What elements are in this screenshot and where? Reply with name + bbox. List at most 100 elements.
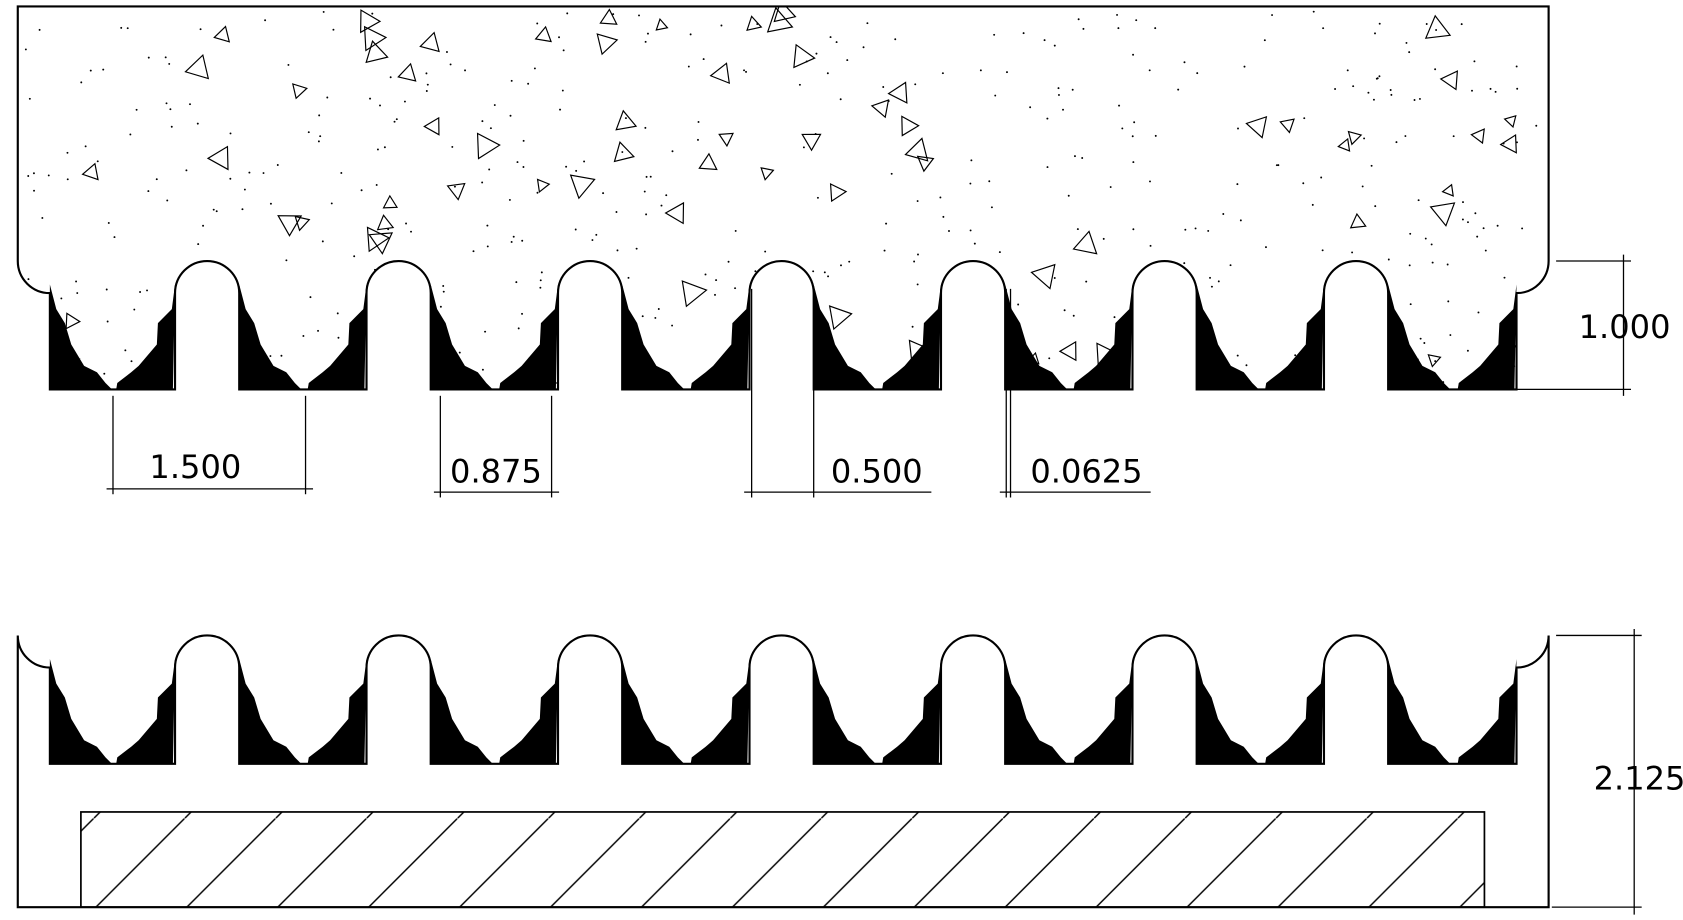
aggregate-dot — [105, 288, 108, 291]
aggregate-dot — [481, 368, 484, 371]
aggregate-dot — [1210, 285, 1213, 288]
aggregate-dot — [1431, 261, 1434, 264]
aggregate-stone — [870, 99, 890, 119]
aggregate-dot — [439, 305, 442, 308]
aggregate-dot — [1452, 135, 1455, 138]
dim-label: 0.500 — [831, 452, 923, 490]
aggregate-dot — [1029, 106, 1032, 109]
aggregate-dot — [60, 297, 63, 300]
sealant — [882, 658, 941, 764]
aggregate-dot — [458, 351, 461, 354]
aggregate-dot — [591, 239, 594, 242]
aggregate-dot — [1148, 69, 1151, 72]
aggregate-dot — [1409, 232, 1412, 235]
aggregate-dot — [812, 270, 815, 273]
aggregate-dot — [248, 171, 251, 174]
aggregate-dot — [823, 271, 826, 274]
aggregate-dot — [1460, 23, 1463, 26]
aggregate-dot — [911, 325, 914, 328]
aggregate-stone — [292, 83, 308, 100]
aggregate-dot — [1535, 124, 1538, 127]
sealant — [239, 284, 302, 390]
aggregate-dot — [182, 276, 185, 279]
aggregate-dot — [317, 329, 320, 332]
aggregate-dot — [745, 70, 748, 73]
aggregate-dot — [135, 108, 138, 111]
aggregate-dot — [1449, 334, 1452, 337]
aggregate-dot — [1067, 194, 1070, 197]
aggregate-dot — [559, 352, 562, 355]
aggregate-dot — [322, 10, 325, 13]
aggregate-dot — [527, 82, 530, 85]
sealant — [1265, 284, 1324, 390]
aggregate-stone — [1439, 70, 1459, 91]
aggregate-dot — [522, 166, 525, 168]
aggregate-dot — [1154, 27, 1157, 30]
aggregate-dot — [1275, 164, 1278, 167]
aggregate-stone — [766, 6, 794, 33]
aggregate-dot — [1057, 94, 1060, 96]
aggregate-dot — [1376, 77, 1379, 80]
aggregate-dot — [638, 14, 640, 17]
aggregate-dot — [319, 135, 322, 138]
aggregate-dot — [41, 216, 44, 219]
aggregate-stone — [1499, 133, 1517, 154]
aggregate-dot — [641, 315, 644, 318]
aggregate-dot — [146, 289, 148, 292]
dim-label: 2.125 — [1594, 759, 1683, 797]
aggregate-dot — [1378, 22, 1381, 25]
aggregate-dot — [332, 28, 335, 31]
aggregate-dot — [1363, 137, 1366, 140]
aggregate-dot — [66, 178, 69, 181]
aggregate-dot — [113, 236, 116, 239]
aggregate-dot — [1389, 89, 1392, 91]
aggregate-stone — [182, 321, 207, 346]
aggregate-dot — [1334, 88, 1337, 90]
aggregate-dot — [276, 164, 279, 166]
aggregate-dot — [516, 161, 519, 164]
aggregate-dot — [777, 345, 780, 348]
aggregate-dot — [196, 122, 199, 125]
aggregate-dot — [493, 104, 496, 107]
sealant — [1265, 658, 1324, 764]
aggregate-dot — [616, 249, 619, 252]
aggregate-dot — [647, 32, 649, 35]
aggregate-dot — [1387, 258, 1390, 261]
aggregate-dot — [517, 327, 520, 330]
sealant — [813, 284, 876, 390]
aggregate-stone — [1347, 130, 1363, 146]
aggregate-dot — [47, 174, 50, 177]
aggregate-dot — [697, 120, 700, 123]
aggregate-dot — [1404, 135, 1407, 138]
aggregate-dot — [1328, 307, 1331, 310]
aggregate-dot — [1434, 360, 1437, 363]
aggregate-dot — [1237, 127, 1239, 130]
aggregate-stone — [397, 62, 417, 82]
aggregate-dot — [671, 150, 674, 153]
aggregate-dot — [1135, 19, 1138, 22]
aggregate-dot — [410, 230, 412, 233]
aggregate-stone — [360, 9, 382, 34]
aggregate-dot — [512, 235, 515, 238]
aggregate-dot — [574, 228, 577, 231]
aggregate-stone — [698, 152, 718, 171]
aggregate-dot — [1053, 44, 1056, 47]
aggregate-dot — [978, 331, 981, 334]
aggregate-dot — [1236, 354, 1239, 357]
aggregate-dot — [1302, 182, 1305, 185]
aggregate-dot — [102, 68, 105, 71]
aggregate-dot — [649, 175, 652, 178]
aggregate-stone — [1503, 115, 1517, 129]
aggregate-dot — [1177, 88, 1180, 91]
aggregate-dot — [189, 103, 191, 106]
aggregate-dot — [890, 172, 893, 175]
aggregate-dot — [944, 368, 947, 371]
aggregate-stone — [615, 109, 638, 131]
aggregate-dot — [107, 221, 110, 224]
dim-label: 1.500 — [149, 448, 241, 486]
aggregate-dot — [998, 251, 1001, 254]
aggregate-dot — [147, 56, 150, 59]
sealant — [1005, 284, 1068, 390]
aggregate-dot — [1113, 316, 1116, 319]
aggregate-dot — [522, 139, 525, 142]
